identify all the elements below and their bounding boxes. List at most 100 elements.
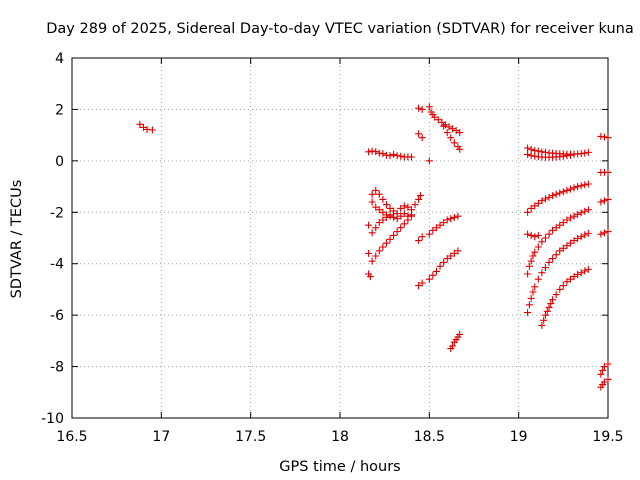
data-point xyxy=(418,134,426,142)
data-point xyxy=(581,181,589,189)
data-point xyxy=(577,233,585,241)
data-point xyxy=(534,231,542,239)
data-point xyxy=(556,247,564,255)
data-point xyxy=(524,230,532,238)
data-point xyxy=(407,212,415,220)
data-point xyxy=(570,184,578,192)
data-point xyxy=(581,267,589,275)
data-point xyxy=(552,291,560,299)
data-point xyxy=(556,285,564,293)
data-point xyxy=(447,252,455,260)
data-point xyxy=(386,235,394,243)
data-point xyxy=(541,311,549,319)
data-point xyxy=(400,202,408,210)
data-point xyxy=(525,262,533,270)
data-point xyxy=(379,150,387,158)
data-point xyxy=(541,264,549,272)
data-point xyxy=(436,221,444,229)
data-point xyxy=(390,213,398,221)
x-tick-label: 17 xyxy=(152,429,170,445)
data-point xyxy=(447,215,455,223)
data-point xyxy=(574,235,582,243)
data-point xyxy=(574,183,582,191)
data-point xyxy=(584,229,592,237)
data-point xyxy=(604,134,612,142)
data-point xyxy=(404,203,412,211)
grid xyxy=(72,58,608,418)
data-point xyxy=(600,378,608,386)
data-point xyxy=(600,363,608,371)
data-point xyxy=(597,198,605,206)
x-axis-title: GPS time / hours xyxy=(279,459,400,475)
data-point xyxy=(390,150,398,158)
data-point xyxy=(456,129,464,137)
data-point xyxy=(425,230,433,238)
data-point xyxy=(425,103,433,111)
data-point xyxy=(436,262,444,270)
data-point xyxy=(563,186,571,194)
data-point xyxy=(397,224,405,232)
data-point xyxy=(600,229,608,237)
data-point xyxy=(397,152,405,160)
data-point xyxy=(574,210,582,218)
data-point xyxy=(534,275,542,283)
data-point xyxy=(581,149,589,157)
data-point xyxy=(411,201,419,209)
data-point xyxy=(450,249,458,257)
data-point xyxy=(372,252,380,260)
data-point xyxy=(552,251,560,259)
data-point xyxy=(556,221,564,229)
data-point xyxy=(570,237,578,245)
y-axis-title: SDTVAR / TECUs xyxy=(9,180,25,299)
data-point xyxy=(574,271,582,279)
data-point xyxy=(368,229,376,237)
x-tick-label: 17.5 xyxy=(235,429,266,445)
data-point xyxy=(563,216,571,224)
data-point xyxy=(600,133,608,141)
data-point xyxy=(570,273,578,281)
data-point xyxy=(604,360,612,368)
data-point xyxy=(604,375,612,383)
data-point xyxy=(429,226,437,234)
data-point xyxy=(529,252,537,260)
data-point xyxy=(407,153,415,161)
data-point xyxy=(418,279,426,287)
data-point xyxy=(599,366,607,374)
data-point xyxy=(372,224,380,232)
data-point xyxy=(543,307,551,315)
data-point xyxy=(597,230,605,238)
data-point xyxy=(524,309,532,317)
x-tick-label: 16.5 xyxy=(56,429,87,445)
data-point xyxy=(418,233,426,241)
data-point xyxy=(577,209,585,217)
data-point xyxy=(545,230,553,238)
data-point xyxy=(372,148,380,156)
data-point xyxy=(375,190,383,198)
y-tick-label: -10 xyxy=(41,411,64,427)
x-tick-label: 18.5 xyxy=(414,429,445,445)
data-point xyxy=(438,118,446,126)
y-tick-label: -4 xyxy=(50,257,64,273)
data-point xyxy=(425,157,433,165)
data-point xyxy=(136,120,144,128)
data-point xyxy=(566,239,574,247)
data-point xyxy=(545,258,553,266)
data-point xyxy=(386,204,394,212)
data-point xyxy=(432,267,440,275)
data-point xyxy=(375,206,383,214)
data-point xyxy=(531,233,539,241)
data-point xyxy=(527,294,535,302)
data-point xyxy=(538,269,546,277)
data-point xyxy=(148,126,156,134)
data-point xyxy=(454,247,462,255)
data-point xyxy=(372,203,380,211)
data-point xyxy=(534,199,542,207)
data-point xyxy=(584,148,592,156)
data-point xyxy=(556,189,564,197)
data-point xyxy=(447,134,455,142)
data-point xyxy=(531,202,539,210)
y-tick-label: 0 xyxy=(55,154,64,170)
data-point xyxy=(600,197,608,205)
data-point xyxy=(432,224,440,232)
data-point xyxy=(443,129,451,137)
